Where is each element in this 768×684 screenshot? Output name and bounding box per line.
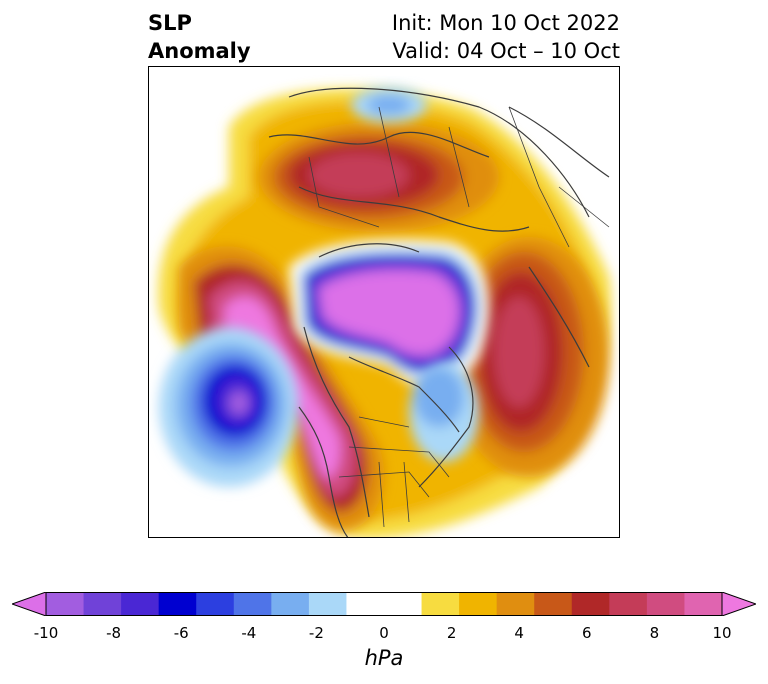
colorbar-segment: [609, 592, 648, 616]
barents-negative-anomaly: [351, 87, 427, 123]
colorbar-segment: [646, 592, 685, 616]
colorbar-tick-label: 10: [712, 624, 732, 642]
colorbar-segment: [534, 592, 573, 616]
political-borders: [308, 106, 610, 528]
colorbar-segment: [158, 592, 197, 616]
map-panel: [148, 66, 620, 538]
colorbar-segment: [496, 592, 535, 616]
north-pacific-negative-anomaly: [159, 327, 299, 487]
colorbar-segment: [83, 592, 122, 616]
colorbar-segment: [459, 592, 498, 616]
colorbar-tick-label: 4: [514, 624, 524, 642]
colorbar-segment: [384, 592, 423, 616]
colorbar-units: hPa: [364, 646, 404, 670]
colorbar-tick-label: 2: [446, 624, 457, 642]
siberia-positive-anomaly: [259, 122, 499, 232]
colorbar: [12, 592, 756, 616]
colorbar-segment: [421, 592, 460, 616]
arctic-negative-anomaly: [289, 239, 489, 389]
colorbar-segment: [308, 592, 347, 616]
colorbar-tick-label: -10: [33, 624, 59, 642]
colorbar-segment: [196, 592, 235, 616]
colorbar-tick-label: -8: [106, 624, 122, 642]
colorbar-tick-label: 0: [379, 624, 389, 642]
colorbar-segment: [271, 592, 310, 616]
atlantic-positive-anomaly: [449, 237, 609, 477]
colorbar-extend-left: [12, 592, 47, 616]
colorbar-tick-label: -2: [308, 624, 324, 642]
colorbar-outline: [45, 592, 723, 616]
colorbar-segment: [121, 592, 160, 616]
colorbar-extend-right: [721, 592, 756, 616]
colorbar-segment: [571, 592, 610, 616]
colorbar-tick-label: -4: [241, 624, 257, 642]
title-variable: SLP: [148, 11, 192, 35]
colorbar-tick-label: -6: [173, 624, 189, 642]
colorbar-segment: [346, 592, 385, 616]
title-variable-qualifier: Anomaly: [148, 39, 251, 63]
anomaly-map: [149, 67, 619, 537]
colorbar-segment: [233, 592, 272, 616]
colorbar-tick-label: 8: [649, 624, 660, 642]
map-date-info: Init: Mon 10 Oct 2022 Valid: 04 Oct – 10…: [392, 9, 620, 65]
map-title: SLP Anomaly: [148, 9, 251, 65]
init-date: Init: Mon 10 Oct 2022: [391, 11, 620, 35]
valid-range: Valid: 04 Oct – 10 Oct: [392, 39, 620, 63]
colorbar-segment: [684, 592, 723, 616]
colorbar-segments: [46, 592, 723, 616]
colorbar-tick-label: 6: [582, 624, 592, 642]
coastlines: [268, 87, 610, 537]
colorbar-segment: [46, 592, 85, 616]
